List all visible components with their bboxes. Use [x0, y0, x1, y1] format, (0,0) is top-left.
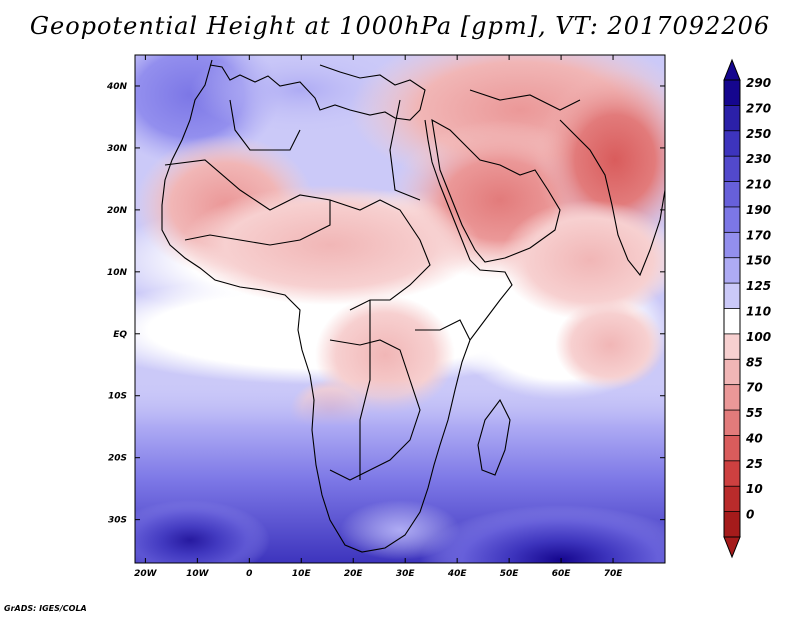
- nile-region-borders: [389, 99, 421, 201]
- colorbar-swatch-8: [724, 283, 740, 309]
- colorbar-label: 85: [746, 355, 763, 369]
- map-frame: [134, 54, 666, 564]
- colorbar-min-arrow: [723, 536, 741, 559]
- maghreb-borders: [229, 99, 301, 151]
- colorbar-label: 250: [746, 127, 771, 141]
- colorbar-label: 125: [746, 279, 771, 293]
- x-tick-label: 10E: [292, 569, 312, 579]
- x-tick-label: 20E: [344, 569, 364, 579]
- credit-label: GrADS: IGES/COLA: [4, 604, 87, 613]
- colorbar-swatch-13: [724, 410, 740, 436]
- x-tick-label: 50E: [500, 569, 520, 579]
- colorbar-label: 100: [746, 330, 771, 344]
- map-title: Geopotential Height at 1000hPa [gpm], VT…: [29, 12, 771, 40]
- y-tick-label: 30N: [107, 144, 128, 154]
- colorbar-label: 110: [746, 305, 771, 319]
- madagascar: [477, 398, 511, 476]
- x-tick-label: 40E: [447, 569, 468, 579]
- map-axes: 20W 10W 0 10E 20E 30E 40E 50E 60E 70E 40N 30N 20N 10N…: [106, 55, 665, 579]
- arabian-peninsula: [431, 118, 561, 263]
- colorbar-label: 230: [746, 152, 771, 166]
- colorbar-swatch-6: [724, 232, 740, 259]
- colorbar-label: 190: [746, 203, 771, 217]
- colorbar-swatch-14: [724, 435, 740, 462]
- geopotential-shading: [135, 55, 665, 563]
- colorbar-label: 270: [746, 101, 771, 115]
- colorbar-swatch-9: [724, 308, 740, 335]
- y-tick-label: 10S: [108, 392, 127, 402]
- coastlines: [161, 59, 665, 553]
- y-tick-label: 40N: [106, 82, 128, 92]
- colorbar-label: 150: [746, 254, 771, 268]
- southern-africa-borders: [329, 339, 421, 481]
- colorbar: 2902702502302101901701501251101008570554…: [723, 58, 771, 559]
- y-tick-label: EQ: [113, 330, 127, 340]
- x-tick-label: 0: [246, 569, 252, 579]
- colorbar-swatch-16: [724, 486, 740, 513]
- colorbar-swatch-15: [724, 460, 740, 487]
- colorbar-swatch-1: [724, 105, 740, 132]
- colorbar-swatch-7: [724, 257, 740, 284]
- x-tick-label: 20W: [134, 569, 158, 579]
- colorbar-swatch-17: [724, 511, 740, 538]
- colorbar-swatch-2: [724, 130, 740, 157]
- colorbar-label: 55: [746, 406, 763, 420]
- colorbar-swatch-12: [724, 384, 740, 411]
- x-tick-label: 10W: [186, 569, 210, 579]
- colorbar-label: 170: [746, 228, 771, 242]
- mediterranean-coast: [209, 64, 426, 121]
- x-tick-label: 60E: [552, 569, 572, 579]
- indian-subcontinent: [559, 119, 665, 277]
- congo-border: [359, 300, 371, 480]
- middle-east-borders: [469, 89, 581, 111]
- colorbar-swatch-3: [724, 156, 740, 183]
- colorbar-swatch-4: [724, 181, 740, 208]
- x-tick-label: 30E: [396, 569, 416, 579]
- colorbar-swatch-11: [724, 359, 740, 386]
- y-tick-label: 20S: [108, 454, 127, 464]
- colorbar-label: 290: [746, 76, 771, 90]
- east-africa-borders: [415, 319, 471, 341]
- central-africa-borders: [329, 199, 431, 311]
- africa-coast: [161, 59, 513, 553]
- colorbar-label: 25: [746, 457, 763, 471]
- colorbar-swatch-5: [724, 206, 740, 233]
- y-tick-label: 10N: [107, 268, 128, 278]
- y-tick-label: 20N: [107, 206, 128, 216]
- colorbar-max-arrow: [723, 58, 741, 81]
- sahel-borders: [164, 159, 331, 246]
- colorbar-label: 0: [746, 508, 754, 522]
- colorbar-label: 210: [746, 178, 771, 192]
- colorbar-swatch-0: [724, 80, 740, 106]
- x-tick-label: 70E: [604, 569, 624, 579]
- colorbar-label: 70: [746, 381, 763, 395]
- colorbar-swatch-10: [724, 333, 740, 360]
- y-tick-label: 30S: [108, 516, 127, 526]
- colorbar-label: 10: [746, 482, 763, 496]
- colorbar-label: 40: [745, 431, 763, 445]
